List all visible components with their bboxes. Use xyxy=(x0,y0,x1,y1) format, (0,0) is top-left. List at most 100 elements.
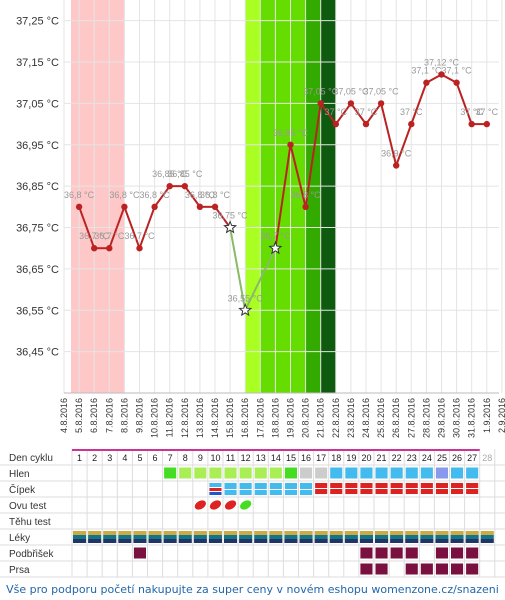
leky-cell xyxy=(239,535,253,539)
ovu-test-mark xyxy=(240,500,252,510)
podbrisek-cell xyxy=(133,547,146,559)
y-tick-label: 37,05 °C xyxy=(16,98,59,110)
data-label: 36,95 °C xyxy=(273,128,309,138)
leky-cell xyxy=(269,535,283,539)
day-number: 23 xyxy=(407,453,417,463)
cipek-cell xyxy=(420,483,433,488)
hlen-cell xyxy=(375,467,388,479)
hlen-cell xyxy=(269,467,282,479)
temperature-chart: 36,45 °C 36,55 °C 36,65 °C 36,75 °C 36,85 °C… xyxy=(16,0,505,438)
hlen-cell xyxy=(224,467,237,479)
leky-cell xyxy=(450,535,464,539)
data-label: 36,7 °C xyxy=(94,231,125,241)
leky-cell xyxy=(193,531,207,535)
data-point xyxy=(211,203,219,211)
leky-cell xyxy=(435,535,449,539)
leky-cell xyxy=(163,531,177,535)
x-tick-label: 7.8.2016 xyxy=(104,398,114,433)
day-number: 14 xyxy=(271,453,281,463)
leky-cell xyxy=(254,535,268,539)
day-number: 1 xyxy=(77,453,82,463)
leky-cell xyxy=(73,531,87,535)
cipek-cell xyxy=(451,489,464,494)
leky-cell xyxy=(329,531,343,535)
hlen-cell xyxy=(194,467,207,479)
hlen-cell xyxy=(254,467,267,479)
leky-cell xyxy=(193,539,207,543)
data-point xyxy=(151,203,158,211)
data-label: 36,8 °C xyxy=(291,190,322,200)
leky-cell xyxy=(359,535,373,539)
hlen-cell xyxy=(315,467,328,479)
data-point xyxy=(166,182,173,190)
phase-band xyxy=(305,0,321,393)
leky-cell xyxy=(299,535,313,539)
line-segment xyxy=(455,82,473,125)
line-segment xyxy=(123,206,141,249)
cipek-cell xyxy=(254,490,267,495)
day-number: 15 xyxy=(286,453,296,463)
prsa-cell xyxy=(451,563,464,575)
cipek-cell xyxy=(254,483,267,489)
podbrisek-cell xyxy=(466,547,479,559)
leky-cell xyxy=(148,539,162,543)
line-segment xyxy=(334,102,352,125)
day-number: 24 xyxy=(422,453,432,463)
leky-cell xyxy=(133,535,147,539)
data-label: 37 °C xyxy=(400,107,423,117)
line-segment xyxy=(138,206,156,249)
line-segment xyxy=(365,102,382,125)
footer-link[interactable]: Vše pro podporu početí nakupujte za supe… xyxy=(6,583,499,596)
y-tick-label: 36,45 °C xyxy=(16,347,59,359)
leky-cell xyxy=(405,535,419,539)
leky-cell xyxy=(103,531,117,535)
cipek-cell xyxy=(360,483,373,488)
prsa-cell xyxy=(405,563,418,575)
x-tick-label: 24.8.2016 xyxy=(361,398,371,438)
cipek-cell xyxy=(466,483,479,488)
day-number: 2 xyxy=(92,453,97,463)
leky-cell xyxy=(208,535,222,539)
cipek-cell xyxy=(300,490,313,495)
hlen-cell xyxy=(390,467,403,479)
leky-cell xyxy=(118,539,132,543)
cipek-cell xyxy=(209,488,222,491)
ovu-test-mark xyxy=(194,500,206,510)
y-tick-label: 37,25 °C xyxy=(16,16,59,28)
day-number: 13 xyxy=(256,453,266,463)
data-point xyxy=(453,79,460,86)
data-point xyxy=(408,120,415,128)
x-tick-label: 4.8.2016 xyxy=(59,398,69,433)
podbrisek-cell xyxy=(405,547,418,559)
data-point xyxy=(302,203,309,211)
data-label: 37,05 °C xyxy=(303,86,339,96)
data-point xyxy=(423,79,430,86)
leky-cell xyxy=(420,539,434,543)
data-label: 37 °C xyxy=(475,107,498,117)
x-tick-label: 25.8.2016 xyxy=(376,398,386,438)
day-number: 26 xyxy=(452,453,462,463)
leky-cell xyxy=(465,535,479,539)
data-point xyxy=(121,203,128,211)
x-tick-label: 22.8.2016 xyxy=(331,398,341,438)
day-number: 28 xyxy=(482,453,492,463)
leky-cell xyxy=(375,539,389,543)
leky-cell xyxy=(148,535,162,539)
hlen-cell xyxy=(345,467,358,479)
line-segment xyxy=(380,103,398,166)
leky-cell xyxy=(435,531,449,535)
cipek-cell xyxy=(315,483,328,488)
cipek-cell xyxy=(330,483,343,488)
prsa-cell xyxy=(466,563,479,575)
leky-cell xyxy=(344,539,358,543)
cipek-cell xyxy=(405,489,418,494)
cipek-cell xyxy=(375,483,388,488)
leky-cell xyxy=(299,531,313,535)
data-point xyxy=(332,120,339,128)
leky-cell xyxy=(390,535,404,539)
leky-cell xyxy=(390,531,404,535)
hlen-cell xyxy=(360,467,373,479)
x-tick-label: 31.8.2016 xyxy=(467,398,477,438)
leky-cell xyxy=(299,539,313,543)
leky-cell xyxy=(208,539,222,543)
